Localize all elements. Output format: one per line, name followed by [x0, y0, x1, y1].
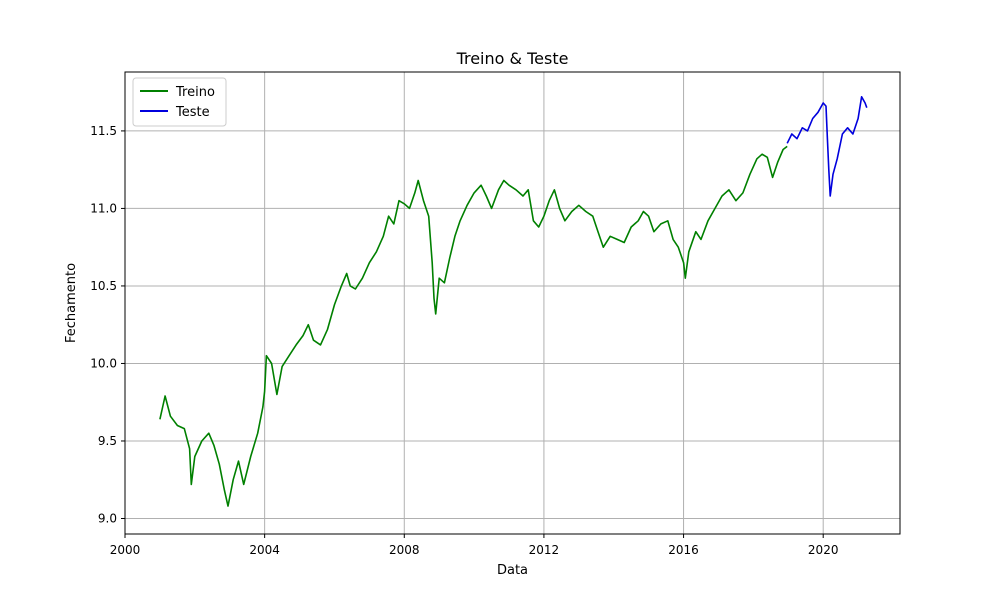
plot-area-frame — [124, 71, 901, 535]
y-tick-label: 10.0 — [90, 356, 117, 370]
axis-ticks: 2000 2004 2008 2012 2016 2020 9.0 9.5 10.0 10.5 11… — [90, 124, 838, 557]
y-tick-label: 9.5 — [98, 434, 117, 448]
legend: Treino Teste — [132, 77, 227, 127]
x-tick-label: 2004 — [249, 543, 280, 557]
x-tick-label: 2012 — [529, 543, 560, 557]
y-tick-label: 11.0 — [90, 201, 117, 215]
legend-label-teste: Teste — [175, 105, 210, 120]
series-lines — [159, 96, 868, 507]
series-line-treino — [159, 145, 788, 507]
y-tick-label: 9.0 — [98, 511, 117, 525]
grid-lines — [124, 72, 900, 534]
y-tick-label: 10.5 — [90, 279, 117, 293]
series-line-teste — [786, 96, 868, 197]
x-axis-label: Data — [497, 563, 528, 578]
legend-label-treino: Treino — [175, 85, 215, 100]
x-tick-label: 2020 — [808, 543, 839, 557]
x-tick-label: 2000 — [110, 543, 141, 557]
x-tick-label: 2008 — [389, 543, 420, 557]
chart-title: Treino & Teste — [456, 49, 569, 68]
y-axis-label: Fechamento — [64, 263, 79, 343]
y-tick-label: 11.5 — [90, 124, 117, 138]
x-tick-label: 2016 — [668, 543, 699, 557]
